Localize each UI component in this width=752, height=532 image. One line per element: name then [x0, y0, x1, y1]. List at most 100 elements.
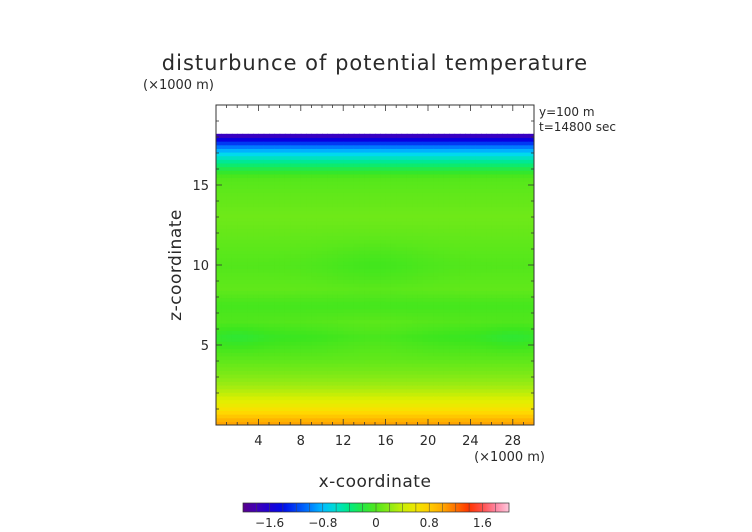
heatmap-cell — [316, 206, 323, 211]
heatmap-cell — [322, 337, 328, 342]
heatmap-cell — [216, 184, 222, 189]
heatmap-cell — [412, 359, 418, 364]
heatmap-cell — [322, 199, 328, 204]
heatmap-cell — [470, 199, 477, 204]
heatmap-cell — [216, 370, 222, 375]
heatmap-cell — [512, 421, 519, 425]
heatmap-cell — [475, 133, 482, 139]
heatmap-cell — [486, 144, 493, 149]
heatmap-cell — [269, 290, 275, 295]
heatmap-cell — [417, 359, 424, 364]
heatmap-cell — [496, 403, 503, 408]
heatmap-cell — [481, 199, 487, 204]
heatmap-cell — [306, 213, 312, 219]
heatmap-cell — [422, 206, 429, 211]
heatmap-cell — [226, 148, 233, 153]
heatmap-cell — [459, 224, 466, 230]
heatmap-cell — [327, 170, 334, 175]
heatmap-cell — [221, 177, 228, 182]
heatmap-cell — [385, 312, 392, 317]
heatmap-cell — [502, 348, 509, 353]
heatmap-cell — [247, 268, 254, 273]
heatmap-cell — [290, 290, 297, 295]
heatmap-cell — [491, 312, 498, 317]
heatmap-cell — [343, 246, 350, 251]
heatmap-cell — [279, 170, 286, 175]
heatmap-cell — [295, 144, 302, 149]
heatmap-cell — [216, 272, 222, 277]
heatmap-cell — [327, 392, 334, 397]
heatmap-cell — [242, 355, 249, 361]
heatmap-cell — [337, 330, 344, 335]
heatmap-cell — [385, 210, 392, 215]
heatmap-cell — [316, 330, 323, 335]
heatmap-cell — [237, 414, 244, 419]
heatmap-cell — [481, 141, 487, 146]
heatmap-cell — [369, 414, 376, 419]
heatmap-cell — [417, 279, 424, 284]
heatmap-cell — [486, 279, 493, 284]
heatmap-cell — [428, 304, 434, 310]
heatmap-cell — [401, 326, 408, 331]
heatmap-cell — [221, 250, 228, 255]
heatmap-cell — [428, 355, 434, 361]
heatmap-cell — [433, 250, 440, 255]
heatmap-cell — [364, 133, 371, 139]
heatmap-cell — [385, 257, 392, 262]
heatmap-cell — [417, 293, 424, 299]
heatmap-cell — [359, 319, 365, 324]
heatmap-cell — [306, 334, 312, 339]
heatmap-cell — [496, 206, 503, 211]
heatmap-cell — [491, 421, 498, 425]
heatmap-cell — [502, 239, 509, 244]
heatmap-cell — [470, 304, 477, 310]
heatmap-cell — [438, 355, 445, 361]
heatmap-cell — [459, 395, 466, 401]
heatmap-cell — [523, 148, 530, 153]
heatmap-cell — [306, 283, 312, 288]
heatmap-cell — [216, 213, 222, 219]
heatmap-cell — [247, 337, 254, 342]
heatmap-cell — [269, 177, 275, 182]
heatmap-cell — [284, 374, 291, 379]
heatmap-cell — [348, 162, 355, 168]
heatmap-cell — [449, 370, 456, 375]
heatmap-cell — [433, 210, 440, 215]
heatmap-cell — [231, 363, 238, 368]
heatmap-cell — [528, 228, 534, 233]
heatmap-cell — [375, 188, 381, 193]
heatmap-cell — [375, 392, 381, 397]
heatmap-cell — [295, 406, 302, 412]
heatmap-cell — [237, 301, 244, 306]
heatmap-cell — [375, 210, 381, 215]
heatmap-cell — [465, 341, 471, 346]
heatmap-cell — [438, 290, 445, 295]
heatmap-cell — [390, 235, 397, 240]
heatmap-cell — [274, 173, 281, 179]
heatmap-cell — [348, 235, 355, 240]
heatmap-cell — [396, 206, 403, 211]
heatmap-cell — [263, 250, 270, 255]
heatmap-cell — [284, 184, 291, 189]
heatmap-cell — [359, 359, 365, 364]
heatmap-cell — [475, 210, 482, 215]
heatmap-cell — [242, 272, 249, 277]
heatmap-cell — [433, 272, 440, 277]
heatmap-cell — [401, 144, 408, 149]
heatmap-cell — [454, 275, 461, 280]
heatmap-cell — [528, 308, 534, 313]
heatmap-cell — [316, 162, 323, 168]
heatmap-cell — [481, 137, 487, 142]
heatmap-cell — [406, 268, 413, 273]
heatmap-cell — [216, 348, 222, 353]
heatmap-cell — [274, 148, 281, 153]
heatmap-cell — [417, 355, 424, 361]
heatmap-cell — [449, 239, 456, 244]
heatmap-cell — [438, 235, 445, 240]
heatmap-cell — [486, 297, 493, 302]
heatmap-cell — [481, 341, 487, 346]
heatmap-cell — [486, 173, 493, 179]
heatmap-cell — [258, 330, 265, 335]
heatmap-cell — [390, 315, 397, 321]
heatmap-cell — [518, 221, 524, 226]
